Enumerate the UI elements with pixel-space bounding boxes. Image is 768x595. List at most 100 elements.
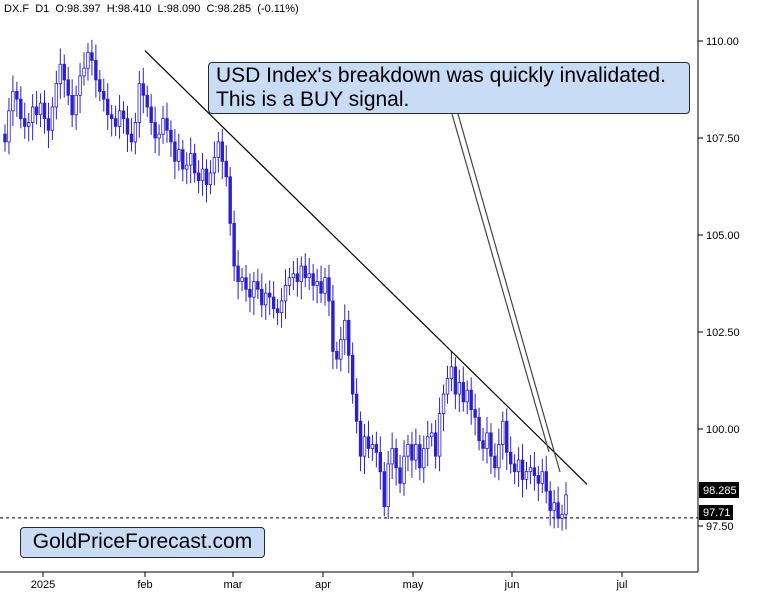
candle-body — [196, 172, 201, 182]
candle-body — [232, 222, 236, 267]
candle-body — [394, 447, 398, 469]
candle-body — [544, 471, 548, 492]
candle-body — [46, 118, 51, 131]
candle-body — [453, 366, 458, 395]
candle-body — [418, 444, 422, 469]
candle-body — [473, 409, 477, 418]
callout-pointer-left — [451, 113, 550, 453]
candle-body — [34, 106, 39, 116]
candle-body — [82, 67, 86, 77]
price-label-box: 98.285 — [699, 482, 739, 498]
candle-body — [267, 292, 272, 298]
y-axis-ticks: 110.00 107.50 105.00 102.50 100.00 97.50 — [698, 36, 740, 533]
candle-body — [133, 122, 138, 143]
candle-body — [86, 52, 90, 69]
close-value: C:98.285 — [206, 3, 252, 15]
candle-body — [264, 292, 268, 306]
candle-body — [315, 281, 319, 286]
candle-body — [520, 459, 525, 480]
candle-body — [141, 83, 145, 96]
candle-body — [370, 444, 375, 449]
candle-body — [145, 94, 149, 108]
candle-body — [414, 444, 418, 461]
candle-body — [505, 420, 509, 453]
current-price-label: 98.285 — [703, 485, 737, 497]
x-tick-label: 2025 — [31, 579, 55, 591]
candle-body — [323, 277, 327, 294]
candle-body — [426, 436, 430, 449]
candle-body — [188, 153, 193, 166]
candle-body — [441, 393, 446, 414]
candle-body — [30, 106, 35, 123]
candle-body — [429, 432, 434, 438]
candle-body — [109, 114, 114, 120]
candle-body — [295, 273, 300, 282]
candle-body — [54, 83, 59, 108]
candle-body — [137, 83, 142, 123]
candle-body — [536, 475, 541, 484]
candle-body — [204, 168, 209, 185]
candle-body — [70, 94, 74, 116]
candle-body — [564, 494, 568, 515]
candle-body — [366, 436, 371, 449]
candle-body — [165, 118, 169, 131]
candle-body — [185, 164, 189, 170]
candle-body — [117, 110, 122, 127]
candle-body — [256, 281, 260, 290]
candles-layer — [3, 39, 568, 531]
candle-body — [410, 444, 414, 461]
candle-body — [291, 273, 296, 279]
trendline — [144, 50, 588, 485]
candle-body — [406, 444, 410, 457]
y-tick-label: 97.50 — [706, 521, 734, 533]
candle-body — [216, 141, 221, 158]
candle-body — [283, 285, 288, 302]
candle-body — [524, 471, 529, 480]
candle-body — [208, 172, 213, 185]
candle-body — [489, 432, 493, 457]
candle-body — [15, 91, 19, 100]
candle-body — [260, 288, 264, 306]
candle-body — [548, 490, 552, 511]
candle-body — [307, 273, 311, 279]
candle-body — [445, 378, 450, 395]
ohlc-header: DX.F D1 O:98.397 H:98.410 L:98.090 C:98.… — [4, 3, 299, 15]
candle-body — [66, 79, 70, 96]
y-tick-label: 107.50 — [706, 133, 740, 145]
low-value: L:98.090 — [157, 3, 201, 15]
candle-body — [354, 393, 359, 422]
candle-body — [374, 444, 379, 453]
candle-body — [98, 79, 102, 92]
candle-body — [212, 156, 217, 174]
candle-body — [94, 60, 98, 81]
candle-body — [512, 463, 517, 473]
candle-body — [149, 106, 153, 123]
candle-body — [343, 319, 347, 341]
candle-body — [252, 281, 256, 298]
candle-body — [477, 416, 481, 442]
candle-body — [62, 63, 66, 81]
candle-body — [311, 273, 315, 286]
candle-body — [386, 463, 390, 508]
candle-body — [556, 502, 560, 519]
open-value: O:98.397 — [55, 3, 101, 15]
candle-body — [540, 471, 544, 484]
candle-body — [331, 300, 335, 352]
candle-body — [173, 141, 177, 162]
candle-body — [319, 281, 323, 294]
candle-body — [74, 94, 78, 116]
candle-body — [192, 153, 197, 174]
candle-body — [228, 176, 232, 224]
candle-body — [382, 471, 386, 507]
candle-body — [271, 296, 276, 310]
candle-body — [157, 133, 161, 139]
candle-body — [11, 91, 15, 112]
candle-body — [7, 110, 11, 143]
candle-body — [362, 436, 367, 457]
candle-body — [177, 149, 181, 162]
candle-body — [248, 288, 252, 298]
candle-body — [461, 382, 465, 403]
candle-body — [169, 129, 173, 143]
x-tick-label: jun — [504, 579, 520, 591]
